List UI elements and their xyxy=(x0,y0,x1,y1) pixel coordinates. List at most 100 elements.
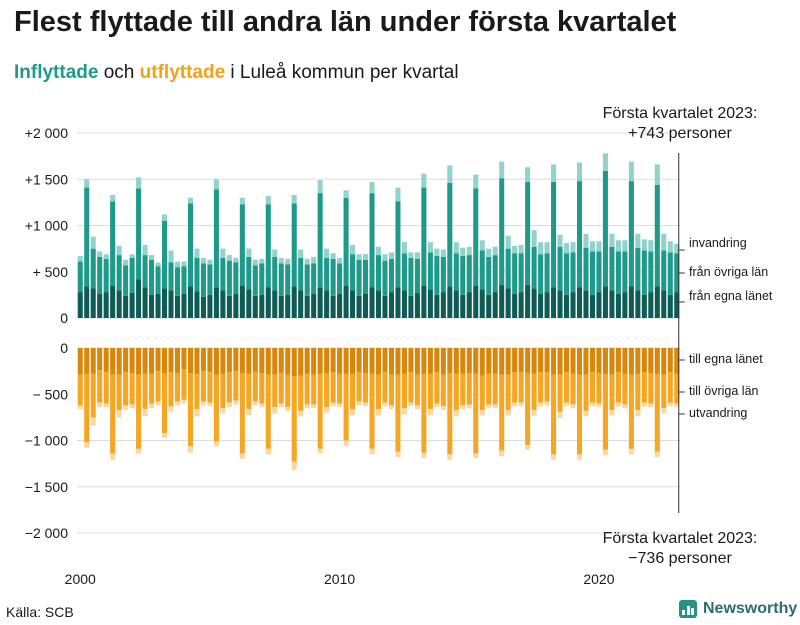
bar-out-own xyxy=(544,348,550,373)
bar-in-own xyxy=(220,290,226,318)
bar-in-own xyxy=(233,293,239,318)
bar-out-emig xyxy=(272,407,278,414)
bar-out-other xyxy=(97,370,103,403)
bar-out-other xyxy=(311,374,317,405)
bar-out-emig xyxy=(486,404,492,409)
bar-out-own xyxy=(635,348,641,374)
bar-out-own xyxy=(324,348,330,373)
bar-in-other xyxy=(116,255,122,291)
bar-out-other xyxy=(557,374,563,412)
bar-in-other xyxy=(395,201,401,288)
bar-in-other xyxy=(252,265,258,296)
bar-in-other xyxy=(375,255,382,291)
bar-in-immig xyxy=(356,254,362,260)
bar-out-other xyxy=(187,372,193,447)
bar-out-emig xyxy=(440,406,446,410)
bar-in-own xyxy=(226,295,232,318)
bar-out-emig xyxy=(635,409,641,417)
bar-out-own xyxy=(466,348,472,373)
bar-in-immig xyxy=(103,254,109,259)
bar-out-own xyxy=(259,348,265,373)
bar-out-own xyxy=(304,348,310,374)
bar-out-other xyxy=(356,372,362,402)
bar-in-immig xyxy=(505,235,511,249)
bar-in-own xyxy=(110,285,116,318)
bar-out-own xyxy=(252,348,258,373)
bar-in-immig xyxy=(648,240,654,252)
bar-in-own xyxy=(369,287,375,318)
bar-out-emig xyxy=(246,409,252,416)
bar-in-immig xyxy=(330,253,336,259)
bar-out-other xyxy=(116,374,122,410)
bar-in-other xyxy=(103,258,109,293)
bar-out-own xyxy=(155,348,161,372)
bar-in-other xyxy=(136,188,142,280)
bar-in-other xyxy=(239,204,245,286)
bar-in-own xyxy=(265,287,271,318)
bar-out-own xyxy=(187,348,193,373)
bar-in-own xyxy=(512,293,518,318)
bar-in-own xyxy=(272,290,278,318)
bar-in-own xyxy=(576,287,583,318)
bar-out-emig xyxy=(576,454,583,460)
bar-in-other xyxy=(473,188,479,286)
bar-out-emig xyxy=(298,410,304,417)
bar-out-other xyxy=(213,374,219,442)
bar-out-own xyxy=(142,348,148,374)
bar-out-own xyxy=(388,348,394,375)
bar-in-other xyxy=(330,258,336,296)
bar-in-immig xyxy=(311,256,317,264)
bar-in-immig xyxy=(628,161,634,182)
bar-in-immig xyxy=(174,261,181,268)
bar-in-immig xyxy=(226,255,232,261)
bar-in-immig xyxy=(473,174,479,189)
bar-in-other xyxy=(486,256,492,295)
bar-in-immig xyxy=(596,241,602,252)
bar-out-own xyxy=(369,348,375,374)
bar-in-immig xyxy=(350,244,356,255)
bar-in-other xyxy=(531,246,537,289)
bar-out-emig xyxy=(499,450,505,457)
bar-in-other xyxy=(635,247,641,291)
bar-in-own xyxy=(174,295,181,318)
bar-in-own xyxy=(518,292,524,318)
bar-out-emig xyxy=(544,401,550,406)
bar-in-other xyxy=(369,193,375,288)
bar-out-other xyxy=(285,374,291,408)
bar-out-own xyxy=(162,348,168,373)
bar-in-own xyxy=(388,292,394,318)
bar-out-emig xyxy=(602,449,608,456)
bar-in-immig xyxy=(162,214,168,221)
bar-in-own xyxy=(343,285,349,318)
subtitle-inflow: Inflyttade xyxy=(14,62,99,83)
bar-in-other xyxy=(226,260,232,296)
bar-in-other xyxy=(311,263,317,294)
bar-in-other xyxy=(408,257,414,296)
bar-in-other xyxy=(265,204,271,288)
bar-out-other xyxy=(239,372,245,454)
bar-in-other xyxy=(350,254,356,291)
bar-in-own xyxy=(414,293,420,318)
bar-out-emig xyxy=(168,406,174,412)
bar-out-emig xyxy=(447,454,453,460)
bar-out-emig xyxy=(110,453,116,460)
bar-in-other xyxy=(576,181,583,288)
bar-out-own xyxy=(233,348,239,372)
bar-out-other xyxy=(648,372,654,404)
bar-in-other xyxy=(453,253,459,291)
bar-in-own xyxy=(187,286,193,318)
bar-out-emig xyxy=(570,404,576,409)
bar-in-other xyxy=(667,252,673,295)
bar-out-emig xyxy=(226,402,232,408)
bar-in-own xyxy=(356,295,362,318)
bar-out-own xyxy=(609,348,615,375)
bar-in-immig xyxy=(564,243,570,254)
bar-out-other xyxy=(278,372,284,404)
bar-out-own xyxy=(168,348,174,373)
bar-out-own xyxy=(337,348,343,374)
bar-in-immig xyxy=(434,248,440,257)
bar-in-own xyxy=(447,286,453,318)
bar-out-other xyxy=(375,374,382,410)
bar-out-own xyxy=(654,348,660,374)
bar-out-own xyxy=(564,348,570,373)
